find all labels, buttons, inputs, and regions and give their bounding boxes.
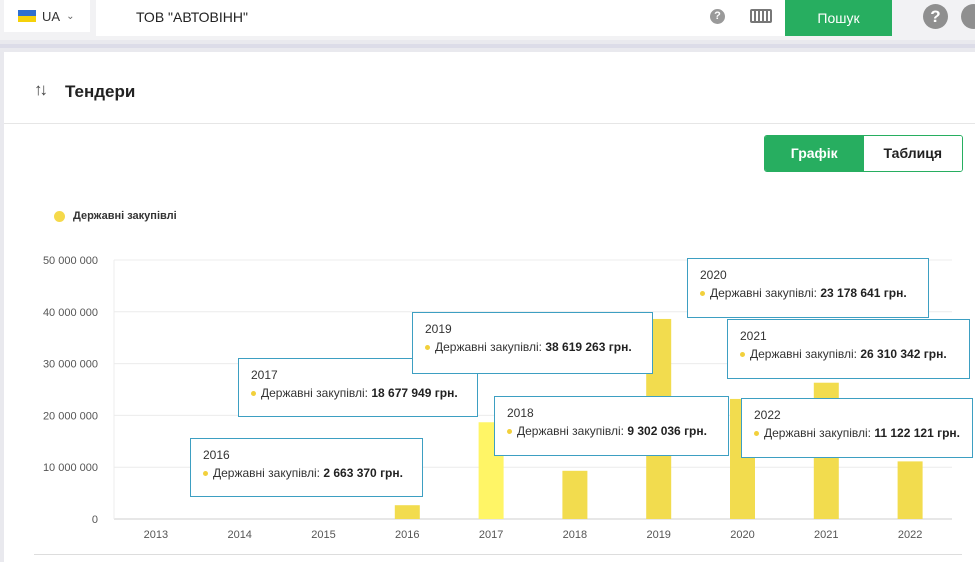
y-tick-label: 30 000 000 — [43, 359, 98, 371]
language-selector[interactable]: UA ⌄ — [4, 0, 90, 32]
y-tick-label: 50 000 000 — [43, 255, 98, 267]
x-tick-label: 2017 — [479, 529, 503, 541]
bar-2022[interactable] — [897, 461, 923, 519]
legend-marker — [54, 210, 65, 222]
tooltip-2020: 2020 Державні закупівлі: 23 178 641 грн. — [687, 258, 929, 318]
legend-label: Державні закупівлі — [73, 210, 177, 222]
bar-2016[interactable] — [394, 505, 420, 519]
tab-chart[interactable]: Графік — [765, 136, 864, 171]
x-tick-label: 2015 — [311, 529, 335, 541]
tooltip-value: 9 302 036 грн. — [627, 424, 707, 438]
tooltip-year: 2017 — [251, 368, 278, 382]
tab-table[interactable]: Таблиця — [863, 136, 962, 171]
chat-icon[interactable] — [961, 4, 975, 29]
y-tick-label: 20 000 000 — [43, 410, 98, 422]
x-tick-label: 2020 — [730, 529, 754, 541]
x-tick-label: 2013 — [144, 529, 168, 541]
search-button[interactable]: Пошук — [785, 0, 892, 36]
tooltip-year: 2020 — [700, 268, 727, 282]
help-icon[interactable]: ? — [923, 4, 948, 29]
tooltip-label: Державні закупівлі: — [213, 466, 324, 480]
x-tick-label: 2021 — [814, 529, 838, 541]
top-bar: UA ⌄ ТОВ "АВТОВІНН" ? Пошук ? — [0, 0, 975, 40]
tooltip-label: Державні закупівлі: — [764, 426, 875, 440]
view-toggle: Графік Таблиця — [764, 135, 963, 172]
tooltip-value: 26 310 342 грн. — [860, 347, 947, 361]
tooltip-2022: 2022 Державні закупівлі: 11 122 121 грн. — [741, 398, 973, 458]
tooltip-2018: 2018 Державні закупівлі: 9 302 036 грн. — [494, 396, 729, 456]
page-title: Тендери — [65, 82, 136, 101]
card-header: ↑↓ Тендери — [4, 52, 975, 124]
tooltip-label: Державні закупівлі: — [710, 286, 821, 300]
tooltip-value: 18 677 949 грн. — [371, 386, 458, 400]
tooltip-marker — [425, 345, 430, 351]
tooltip-label: Державні закупівлі: — [750, 347, 861, 361]
header-divider — [0, 44, 975, 48]
tooltip-label: Державні закупівлі: — [435, 340, 546, 354]
search-input[interactable]: ТОВ "АВТОВІНН" ? — [96, 0, 786, 36]
x-tick-label: 2016 — [395, 529, 419, 541]
tooltip-marker — [203, 471, 208, 477]
tooltip-year: 2016 — [203, 448, 230, 462]
tooltip-marker — [700, 291, 705, 297]
x-axis-labels: 2013 2014 2015 2016 2017 2018 2019 2020 2021 2022 — [144, 529, 923, 541]
tooltip-year: 2021 — [740, 329, 767, 343]
search-value: ТОВ "АВТОВІНН" — [136, 9, 248, 25]
tooltip-2017: 2017 Державні закупівлі: 18 677 949 грн. — [238, 358, 478, 417]
tooltip-value: 11 122 121 грн. — [874, 426, 960, 440]
tooltip-marker — [740, 352, 745, 358]
tooltip-value: 23 178 641 грн. — [820, 286, 907, 300]
tooltip-2016: 2016 Державні закупівлі: 2 663 370 грн. — [190, 438, 423, 497]
x-tick-label: 2014 — [227, 529, 251, 541]
tooltip-marker — [507, 429, 512, 435]
y-axis-labels: 0 10 000 000 20 000 000 30 000 000 40 000 00… — [43, 255, 98, 526]
chevron-down-icon: ⌄ — [66, 10, 75, 22]
tenders-card: ↑↓ Тендери Графік Таблиця Державні закуп… — [4, 52, 975, 562]
tooltip-year: 2018 — [507, 406, 534, 420]
sort-arrows-icon: ↑↓ — [34, 80, 48, 99]
chart-legend[interactable]: Державні закупівлі — [54, 210, 177, 222]
ukraine-flag-icon — [18, 10, 36, 22]
tooltip-value: 2 663 370 грн. — [323, 466, 403, 480]
tooltip-marker — [251, 391, 256, 397]
keyboard-icon[interactable] — [750, 9, 772, 23]
tooltip-label: Державні закупівлі: — [517, 424, 628, 438]
x-tick-label: 2022 — [898, 529, 922, 541]
tooltip-2019: 2019 Державні закупівлі: 38 619 263 грн. — [412, 312, 653, 374]
y-tick-label: 40 000 000 — [43, 307, 98, 319]
search-help-icon[interactable]: ? — [710, 9, 725, 24]
tooltip-year: 2019 — [425, 322, 452, 336]
y-tick-label: 0 — [92, 514, 98, 526]
language-code: UA — [42, 8, 61, 24]
y-tick-label: 10 000 000 — [43, 462, 98, 474]
tooltip-label: Державні закупівлі: — [261, 386, 372, 400]
x-tick-label: 2018 — [563, 529, 587, 541]
card-bottom-divider — [34, 554, 962, 555]
bar-2018[interactable] — [562, 470, 588, 519]
x-tick-label: 2019 — [646, 529, 670, 541]
tooltip-value: 38 619 263 грн. — [545, 340, 632, 354]
tooltip-year: 2022 — [754, 408, 781, 422]
tooltip-2021: 2021 Державні закупівлі: 26 310 342 грн. — [727, 319, 970, 379]
tooltip-marker — [754, 431, 759, 437]
